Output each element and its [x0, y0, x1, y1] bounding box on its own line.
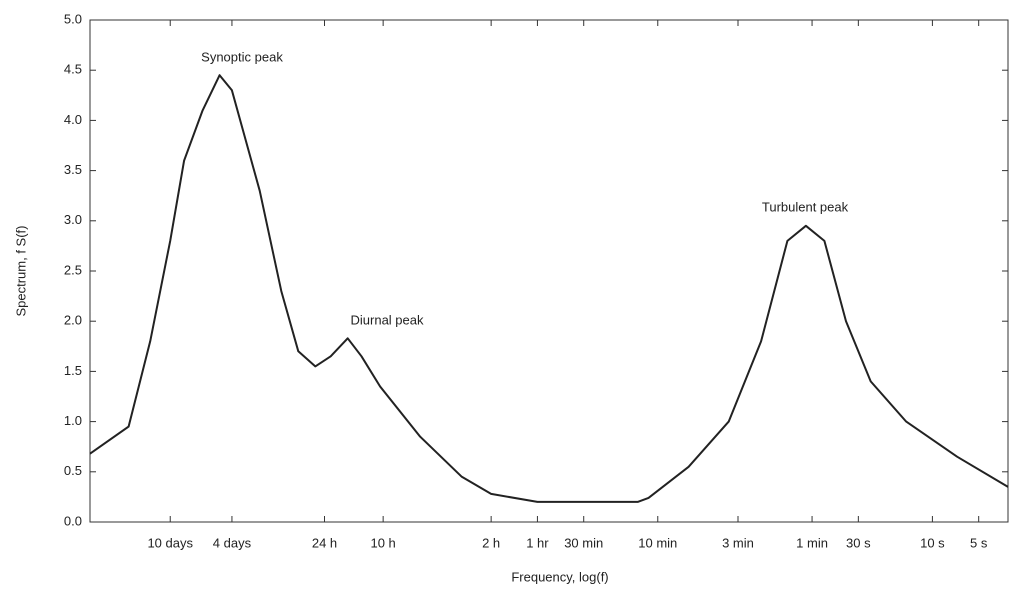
x-axis-label: Frequency, log(f) — [511, 569, 608, 584]
plot-frame — [89, 19, 1009, 523]
x-tick-label: 3 min — [722, 535, 754, 550]
y-axis-label: Spectrum, f S(f) — [13, 225, 28, 316]
y-tick-label: 4.0 — [64, 112, 82, 127]
x-tick-label: 10 days — [147, 535, 193, 550]
x-tick-label: 10 min — [638, 535, 677, 550]
x-tick-label: 2 h — [482, 535, 500, 550]
y-tick-label: 1.5 — [64, 363, 82, 378]
x-tick-label: 10 h — [370, 535, 395, 550]
peak-annotation: Diurnal peak — [351, 312, 424, 327]
x-tick-label: 1 min — [796, 535, 828, 550]
y-tick-label: 3.0 — [64, 212, 82, 227]
x-tick-label: 4 days — [213, 535, 252, 550]
x-tick-label: 5 s — [970, 535, 988, 550]
x-tick-label: 24 h — [312, 535, 337, 550]
y-tick-label: 5.0 — [64, 11, 82, 26]
x-tick-label: 1 hr — [526, 535, 549, 550]
spectrum-line — [89, 74, 1009, 503]
peak-annotation: Synoptic peak — [201, 49, 283, 64]
y-tick-label: 1.0 — [64, 413, 82, 428]
x-tick-label: 10 s — [920, 535, 945, 550]
x-tick-label: 30 s — [846, 535, 871, 550]
y-tick-label: 4.5 — [64, 62, 82, 77]
peak-annotation: Turbulent peak — [762, 199, 849, 214]
y-tick-label: 0.0 — [64, 513, 82, 528]
y-tick-label: 3.5 — [64, 162, 82, 177]
y-tick-label: 2.0 — [64, 313, 82, 328]
x-tick-label: 30 min — [564, 535, 603, 550]
y-tick-label: 2.5 — [64, 262, 82, 277]
y-tick-label: 0.5 — [64, 463, 82, 478]
